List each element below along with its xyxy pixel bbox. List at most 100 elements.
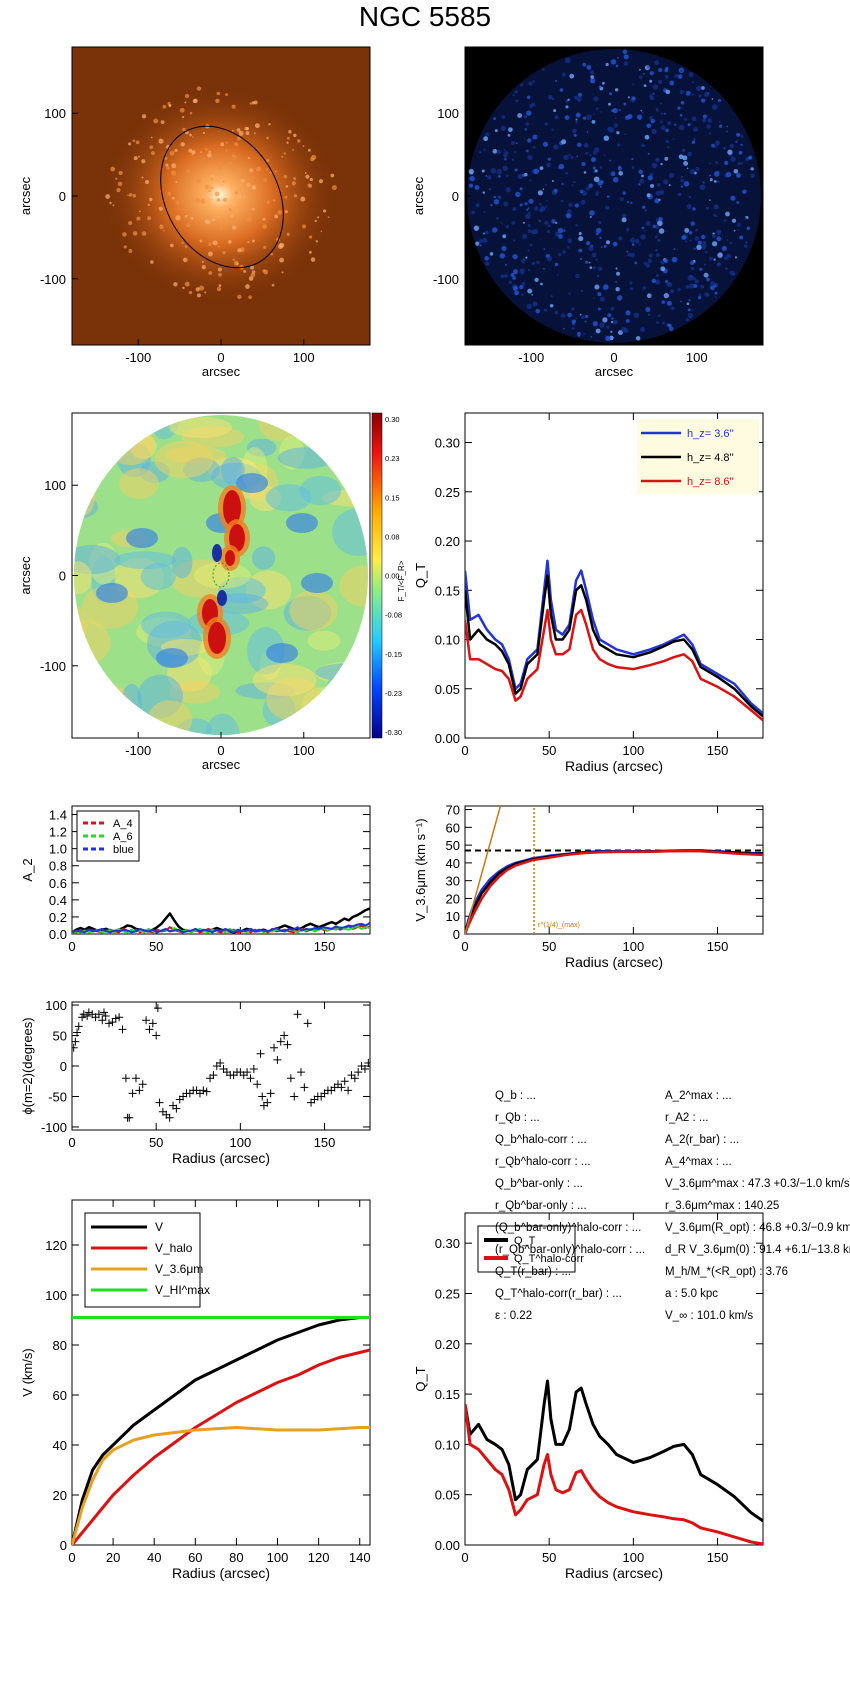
param-dv0: d_R V_3.6μm(0) : 91.4 +6.1/−13.8 km/s/kp…	[665, 1244, 850, 1256]
map-blob	[114, 557, 165, 599]
residual-speck	[658, 216, 663, 222]
residual-speck	[592, 166, 596, 170]
residual-speck	[526, 208, 529, 211]
v36-ytick-label: 30	[446, 874, 460, 889]
rotcurve-ytick-label: 40	[53, 1438, 67, 1453]
amp-ytick-label: 0.4	[49, 893, 67, 908]
residual-speck	[501, 115, 506, 119]
phase-point	[286, 1074, 295, 1083]
star-speck	[219, 181, 224, 187]
star-speck	[179, 107, 185, 113]
parameter-column-left: Q_b : ... r_Qb : ... Q_b^halo-corr : ...…	[495, 1085, 660, 1327]
map-blob	[241, 447, 268, 492]
residual-speck	[554, 115, 559, 120]
star-speck	[182, 257, 188, 263]
residual-speck	[590, 335, 593, 338]
residual-speck	[543, 267, 545, 270]
residual-speck	[583, 143, 589, 148]
residual-speck	[711, 241, 718, 247]
star-speck	[231, 225, 237, 230]
star-speck	[234, 142, 239, 147]
colorbar-tick-label: 0.23	[385, 454, 400, 463]
phase-point	[182, 1089, 191, 1098]
amplitude-series-line	[72, 924, 370, 934]
residual-speck	[697, 240, 702, 245]
qt-series-line	[465, 559, 763, 715]
residual-speck	[592, 297, 595, 299]
residual-speck	[647, 175, 653, 181]
star-speck	[279, 257, 285, 263]
residual-speck	[699, 267, 703, 271]
residual-speck	[521, 173, 526, 177]
p3-xlabel: arcsec	[202, 757, 241, 772]
residual-speck	[698, 293, 702, 297]
residual-speck	[586, 65, 592, 70]
star-speck	[212, 240, 218, 246]
star-speck	[175, 215, 181, 221]
star-speck	[191, 153, 194, 157]
map-blob	[259, 650, 281, 680]
qt_hz-xtick-label: 50	[542, 743, 556, 758]
residual-speck	[505, 174, 509, 177]
star-speck	[263, 269, 269, 275]
amp-ytick-label: 1.0	[49, 842, 67, 857]
residual-speck	[639, 178, 645, 184]
star-speck	[132, 139, 136, 143]
residual-speck	[544, 220, 549, 225]
residual-speck	[558, 253, 562, 257]
residual-speck	[648, 253, 653, 258]
star-speck	[135, 140, 140, 145]
residual-speck	[655, 253, 660, 258]
map-blob	[147, 620, 203, 667]
phase-point	[158, 1107, 167, 1116]
map-blob	[136, 617, 192, 647]
residual-speck	[667, 145, 670, 149]
map-blob	[337, 415, 365, 445]
phase-point	[172, 1104, 181, 1113]
residual-speck	[695, 166, 700, 171]
star-speck	[251, 197, 255, 201]
star-speck	[232, 129, 234, 132]
residual-speck	[578, 232, 582, 236]
residual-speck	[500, 222, 503, 224]
residual-speck	[733, 229, 736, 232]
residual-speck	[492, 227, 498, 233]
residual-speck	[497, 175, 501, 178]
star-speck	[171, 163, 177, 169]
phase-point	[209, 1071, 218, 1080]
residual-speck	[582, 62, 587, 67]
residual-speck	[593, 332, 596, 335]
star-speck	[159, 224, 164, 230]
residual-speck	[665, 128, 669, 133]
residual-speck	[631, 243, 635, 246]
residual-speck	[557, 274, 559, 276]
map-blob	[327, 448, 358, 472]
star-speck	[158, 206, 163, 211]
residual-speck	[504, 157, 507, 161]
residual-speck	[553, 144, 559, 150]
residual-speck	[627, 113, 633, 119]
map-blob	[74, 449, 91, 488]
map-blob	[181, 426, 245, 448]
residual-speck	[612, 241, 618, 247]
residual-speck	[724, 256, 728, 261]
residual-speck	[593, 96, 599, 102]
v36-ytick-label: 60	[446, 820, 460, 835]
residual-speck	[520, 83, 524, 87]
residual-speck	[475, 241, 480, 246]
star-speck	[167, 101, 171, 105]
map-blob	[246, 627, 285, 675]
residual-speck	[630, 97, 636, 103]
map-blob	[220, 456, 245, 485]
star-speck	[115, 177, 118, 180]
qt-legend-label: h_z= 4.8''	[687, 452, 734, 464]
phase-point	[83, 1012, 92, 1021]
residual-speck	[649, 95, 655, 101]
p2-xlabel: arcsec	[595, 364, 634, 379]
residual-speck	[669, 80, 675, 86]
residual-speck	[747, 156, 751, 160]
residual-speck	[736, 132, 741, 137]
star-speck	[271, 283, 275, 287]
star-speck	[149, 197, 153, 202]
residual-speck	[718, 124, 723, 128]
